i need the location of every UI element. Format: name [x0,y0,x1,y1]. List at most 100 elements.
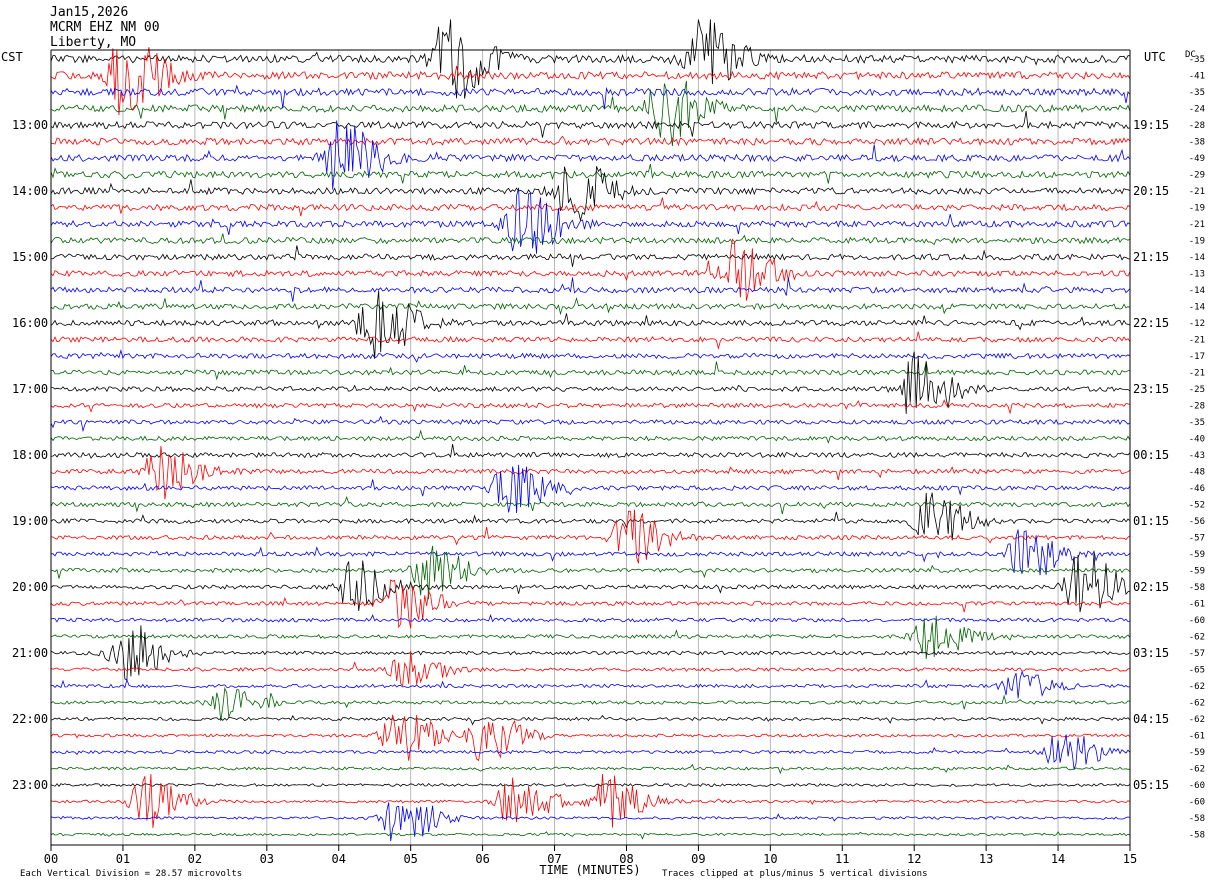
dc-offset: -35 [1189,55,1205,65]
right-axis-label: UTC [1144,50,1166,64]
x-tick-label: 15 [1123,852,1137,866]
trace-row [50,166,1131,221]
x-axis-label: TIME (MINUTES) [539,863,640,877]
trace-row [50,135,1131,147]
utc-label: 21:15 [1133,250,1169,264]
trace-row [50,84,1131,110]
trace-row [50,444,1131,459]
x-tick-label: 03 [260,852,274,866]
x-tick-label: 02 [188,852,202,866]
trace-row [50,545,1131,600]
utc-hour-labels: 19:15 20:15 21:15 22:15 23:15 00:15 01:15 02:15… [1133,118,1169,792]
trace-row [50,496,1131,515]
utc-label: 04:15 [1133,712,1169,726]
dc-offset: -24 [1189,105,1205,115]
dc-offset: -19 [1189,237,1205,247]
x-axis-ticks: 00 01 02 03 04 05 06 07 08 09 10 11 12 13 14 15 [44,845,1137,866]
x-tick-label: 00 [44,852,58,866]
dc-offset: -62 [1189,699,1205,709]
dc-offset: -19 [1189,204,1205,214]
trace-row [50,831,1131,840]
seismic-traces [50,19,1131,842]
dc-offset: -38 [1189,138,1205,148]
dc-offset: -60 [1189,616,1205,626]
utc-label: 03:15 [1133,646,1169,660]
dc-offset: -61 [1189,600,1205,610]
header-date: Jan15,2026 [50,5,128,20]
trace-row [50,734,1131,770]
header-station: MCRM EHZ NM 00 [50,20,160,35]
trace-row [50,509,1131,564]
trace-row [50,429,1131,444]
utc-label: 23:15 [1133,382,1169,396]
trace-row [50,625,1131,681]
dc-offset: -21 [1189,187,1205,197]
x-tick-label: 01 [116,852,130,866]
dc-offset: -46 [1189,484,1205,494]
cst-label: 16:00 [12,316,48,330]
left-axis-label: CST [1,50,23,64]
trace-row [50,615,1131,660]
x-tick-label: 13 [979,852,993,866]
cst-label: 14:00 [12,184,48,198]
utc-label: 00:15 [1133,448,1169,462]
trace-row [50,763,1131,775]
trace-row [51,351,1131,414]
trace-row [50,714,1131,726]
trace-row [50,773,1131,828]
dc-offset: -14 [1189,286,1205,296]
cst-label: 20:00 [12,580,48,594]
trace-row [50,245,1131,267]
dc-offset: -60 [1189,798,1205,808]
trace-row [50,714,1131,762]
trace-row [50,164,1131,184]
dc-offset: -21 [1189,220,1205,230]
dc-offset: -60 [1189,781,1205,791]
dc-offset: -61 [1189,732,1205,742]
utc-label: 01:15 [1133,514,1169,528]
x-tick-label: 08 [619,852,633,866]
cst-label: 23:00 [12,778,48,792]
trace-row [50,296,1131,316]
trace-row [50,579,1131,629]
dc-offset: -35 [1189,88,1205,98]
cst-label: 15:00 [12,250,48,264]
dc-offset: -62 [1189,682,1205,692]
dc-offset: -49 [1189,154,1205,164]
x-tick-label: 05 [403,852,417,866]
trace-row [50,670,1131,699]
trace-row [50,361,1131,381]
dc-label: DC [1185,50,1196,60]
dc-offset: -56 [1189,517,1205,527]
dc-offset: -40 [1189,435,1205,445]
trace-row [50,187,1131,254]
trace-row [50,348,1131,363]
trace-row [50,553,1131,613]
dc-offset: -25 [1189,385,1205,395]
trace-row [50,464,1131,514]
dc-offset: -14 [1189,253,1205,263]
plot-frame [50,49,1131,846]
x-tick-label: 06 [475,852,489,866]
x-tick-label: 09 [691,852,705,866]
dc-offset: -43 [1189,451,1205,461]
trace-row [50,197,1131,217]
trace-row [50,651,1131,687]
cst-label: 13:00 [12,118,48,132]
dc-offset: -48 [1189,468,1205,478]
dc-offset: -62 [1189,633,1205,643]
dc-offset: -52 [1189,501,1205,511]
trace-row [50,120,1131,190]
trace-row [50,238,1131,301]
dc-offset: -29 [1189,171,1205,181]
dc-offset: -17 [1189,352,1205,362]
utc-label: 05:15 [1133,778,1169,792]
trace-row [50,331,1131,350]
trace-row [50,613,1131,623]
dc-offset: -12 [1189,319,1205,329]
utc-label: 20:15 [1133,184,1169,198]
cst-label: 21:00 [12,646,48,660]
trace-row [50,445,1131,500]
trace-row [50,80,1131,147]
